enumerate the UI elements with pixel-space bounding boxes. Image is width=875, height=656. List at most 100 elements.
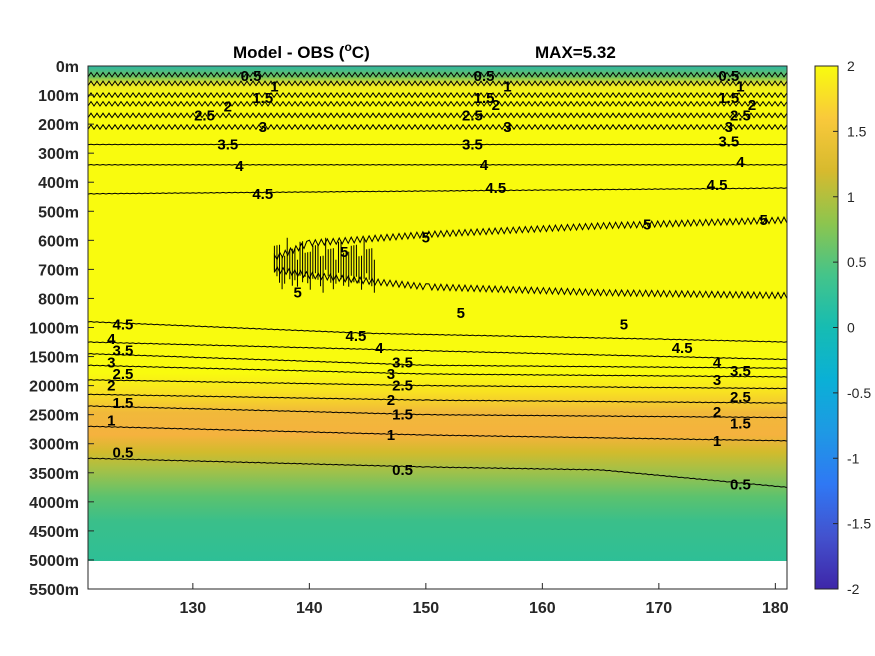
x-tick-label: 150	[412, 600, 439, 617]
contour-line	[88, 123, 787, 131]
contour-line	[88, 393, 787, 404]
contour-label: 1.5	[718, 90, 739, 107]
contour-label: 1.5	[252, 90, 273, 107]
colorbar-tick-label: 2	[847, 58, 855, 74]
colorbar-tick-label: 0	[847, 320, 855, 336]
contour-labels: 0.511.522.533.544.50.511.522.533.544.50.…	[107, 68, 768, 493]
colorbar-tick-label: 1.5	[847, 123, 867, 139]
contour-label: 2	[224, 99, 232, 116]
contour-label: 0.5	[392, 462, 413, 479]
contour-label: 3.5	[217, 136, 238, 153]
y-tick-label: 3000m	[29, 437, 79, 454]
contour-label: 2.5	[730, 107, 751, 124]
y-axis-ticks: 0m 100m 200m 300m 400m 500m 600m 700m 800m 1000m 1…	[29, 59, 94, 599]
contour-label: 4	[736, 154, 745, 171]
colorbar-tick-label: 0.5	[847, 254, 867, 270]
contour-label: 1.5	[392, 407, 413, 424]
contour-line	[88, 71, 787, 78]
chart-title: Model - OBS (oC)	[233, 40, 370, 62]
contour-line	[88, 80, 787, 87]
y-tick-label: 4500m	[29, 524, 79, 541]
y-tick-label: 600m	[38, 233, 79, 250]
chart-max-label: MAX=5.32	[535, 43, 616, 62]
contour-label: 2	[492, 97, 500, 114]
colorbar-ticks: 2 1.5 1 0.5 0 -0.5 -1 -1.5 -2	[833, 58, 871, 597]
contour-label: 5	[294, 285, 302, 302]
y-tick-label: 300m	[38, 146, 79, 163]
contour-label: 3	[503, 119, 511, 136]
contour-label: 4	[235, 158, 244, 175]
contour-lines	[88, 71, 787, 489]
contour-label: 4.5	[485, 180, 506, 197]
contour-label: 4	[713, 354, 722, 371]
contour-label: 5	[620, 317, 628, 334]
contour-line	[88, 143, 787, 146]
colorbar: 2 1.5 1 0.5 0 -0.5 -1 -1.5 -2	[814, 58, 871, 597]
contour-label: 1	[387, 427, 395, 444]
contour-label: 5	[760, 212, 768, 229]
y-tick-label: 0m	[56, 59, 79, 76]
contour-label: 0.5	[113, 444, 134, 461]
contour-label: 0.5	[718, 68, 739, 85]
contour-line	[88, 341, 787, 361]
contour-label: 3	[387, 366, 395, 383]
title-unit: C)	[352, 43, 370, 62]
contour-label: 4.5	[346, 328, 367, 345]
x-axis-ticks: 130 140 150 160 170 180	[179, 583, 789, 617]
contour-line	[88, 364, 787, 378]
contour-line	[88, 163, 787, 166]
contour-label: 3.5	[718, 134, 739, 151]
contour-label: 5	[457, 305, 465, 322]
x-tick-label: 170	[645, 600, 672, 617]
contour-label: 2.5	[462, 107, 483, 124]
contour-label: 3.5	[392, 354, 413, 371]
contour-label: 1	[503, 78, 511, 95]
y-tick-label: 2000m	[29, 379, 79, 396]
contour-line	[88, 92, 787, 99]
y-tick-label: 100m	[38, 88, 79, 105]
contour-label: 1.5	[113, 395, 134, 412]
contour-label: 2.5	[392, 378, 413, 395]
contour-line	[88, 320, 787, 343]
contour-label: 4	[107, 331, 116, 348]
contour-label: 1.5	[730, 415, 751, 432]
colorbar-tick-label: 1	[847, 189, 855, 205]
contour-label: 1	[713, 433, 721, 450]
y-tick-label: 500m	[38, 204, 79, 221]
colorbar-tick-label: -2	[847, 581, 860, 597]
contour-label: 1	[270, 78, 278, 95]
contour-line	[88, 405, 787, 419]
contour-label: 3	[713, 372, 721, 389]
y-tick-label: 3500m	[29, 466, 79, 483]
contour-line	[88, 457, 787, 489]
y-tick-label: 200m	[38, 117, 79, 134]
colorbar-tick-label: -1.5	[847, 516, 871, 532]
contour-label: 4.5	[707, 177, 728, 194]
contour-label: 2	[713, 404, 721, 421]
contour-label: 3	[725, 119, 733, 136]
contour-label: 3.5	[462, 136, 483, 153]
y-tick-label: 2500m	[29, 408, 79, 425]
contour-label: 1	[107, 412, 115, 429]
y-tick-label: 5500m	[29, 582, 79, 599]
difference-field	[88, 66, 787, 561]
title-main: Model - OBS (	[233, 43, 345, 62]
x-tick-label: 140	[296, 600, 323, 617]
title-degree-superscript: o	[344, 40, 351, 54]
colorbar-tick-label: -0.5	[847, 385, 871, 401]
y-tick-label: 5000m	[29, 553, 79, 570]
contour-label: 4.5	[252, 186, 273, 203]
contour-line	[88, 112, 787, 119]
contour-line	[88, 187, 787, 195]
contour-label: 0.5	[474, 68, 495, 85]
contour-label: 1	[736, 78, 744, 95]
contour-label: 4.5	[113, 317, 134, 334]
contour-label: 3	[107, 354, 115, 371]
contour-label: 3.5	[730, 363, 751, 380]
contour-label: 4	[480, 157, 489, 174]
y-tick-label: 4000m	[29, 495, 79, 512]
contour-label: 2.5	[730, 389, 751, 406]
x-tick-label: 180	[762, 600, 789, 617]
contour-label: 1.5	[474, 90, 495, 107]
x-tick-label: 130	[179, 600, 206, 617]
